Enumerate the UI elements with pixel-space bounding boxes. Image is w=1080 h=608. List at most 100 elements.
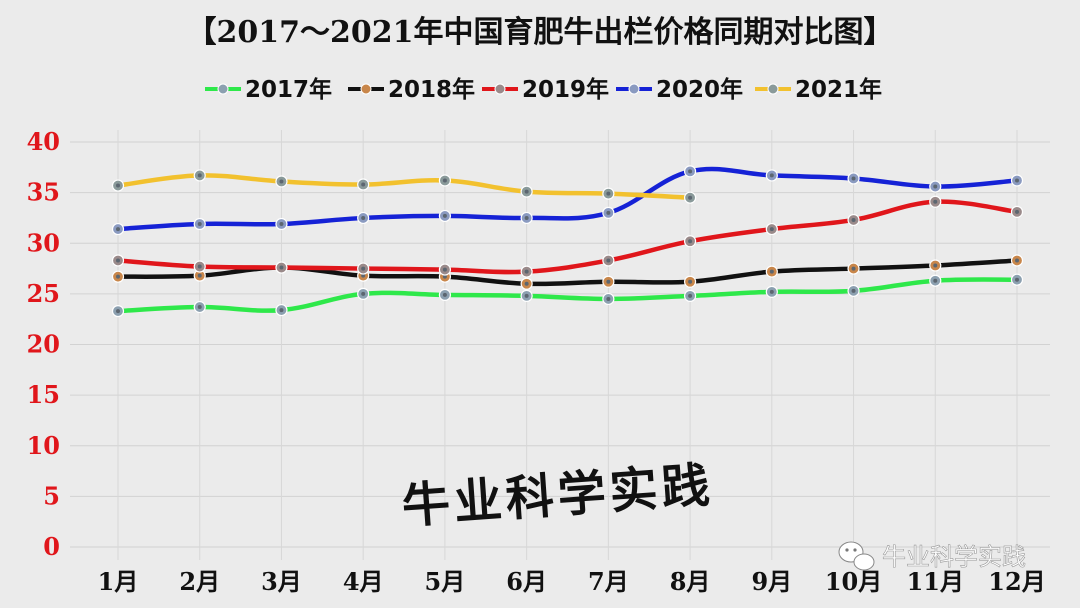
data-point-center (1015, 277, 1019, 282)
x-tick-label: 2月 (179, 567, 220, 596)
data-point-center (442, 267, 447, 272)
wechat-icon (838, 541, 875, 571)
data-point-center (279, 308, 284, 313)
series-line (115, 173, 693, 200)
data-point-center (606, 279, 611, 284)
data-point-center (606, 191, 611, 196)
legend-swatch-marker (217, 83, 229, 95)
legend: 2017年 2018年 2019年 2020年 2021年 (205, 76, 882, 103)
legend-swatch-marker (360, 83, 372, 95)
watermark-text: 牛业科学实践 (882, 543, 1026, 571)
x-axis: 1月 2月 3月 4月 5月 6月 7月 8月 9月 10月 11月 12月 (98, 567, 1046, 596)
x-tick-label: 8月 (670, 567, 711, 596)
data-point-center (197, 305, 202, 310)
x-tick-label: 12月 (988, 567, 1045, 596)
y-tick-label: 25 (27, 279, 60, 308)
x-tick-label: 3月 (261, 567, 302, 596)
series-line (115, 199, 1020, 275)
data-point-center (606, 210, 611, 215)
data-point-center (116, 309, 120, 314)
data-point-center (361, 273, 366, 278)
legend-label: 2018年 (388, 76, 475, 103)
data-point-center (116, 227, 120, 232)
data-point-center (688, 195, 693, 200)
y-tick-label: 10 (27, 431, 60, 460)
series-lines (111, 165, 1024, 318)
data-point-center (442, 274, 447, 279)
y-tick-label: 40 (27, 127, 60, 156)
watermark: 牛业科学实践 (838, 541, 1026, 571)
data-point-center (1015, 178, 1019, 183)
data-point-center (197, 222, 202, 227)
data-point-center (1015, 258, 1019, 263)
data-point-center (851, 217, 856, 222)
series-2017年 (111, 273, 1024, 318)
y-tick-label: 15 (27, 380, 60, 409)
y-tick-label: 0 (43, 532, 60, 561)
data-point-center (769, 289, 774, 294)
data-point-center (197, 273, 202, 278)
data-point-center (769, 173, 774, 178)
x-tick-label: 9月 (751, 567, 792, 596)
y-axis: 0 5 10 15 20 25 30 35 40 (27, 127, 60, 561)
data-point-center (361, 291, 366, 296)
data-point-center (197, 173, 202, 178)
data-point-center (524, 281, 529, 286)
data-point-center (361, 182, 366, 187)
data-point-center (524, 269, 529, 274)
data-point-center (933, 184, 938, 189)
data-point-center (442, 292, 447, 297)
x-tick-label: 6月 (506, 567, 547, 596)
data-point-center (524, 293, 529, 298)
data-point-center (279, 179, 284, 184)
gridlines (70, 130, 1050, 560)
data-point-center (442, 178, 447, 183)
y-tick-label: 30 (27, 228, 60, 257)
data-point-center (116, 274, 120, 279)
legend-item: 2020年 (616, 76, 743, 103)
legend-label: 2021年 (795, 76, 882, 103)
legend-item: 2019年 (482, 76, 609, 103)
legend-label: 2017年 (245, 76, 332, 103)
series-2021年 (111, 169, 697, 204)
x-tick-label: 4月 (343, 567, 384, 596)
x-tick-label: 1月 (98, 567, 139, 596)
legend-swatch-marker (494, 83, 506, 95)
data-point-center (851, 288, 856, 293)
legend-swatch-marker (767, 83, 779, 95)
data-point-center (116, 258, 120, 263)
data-point-center (1015, 209, 1019, 214)
data-point-center (442, 213, 447, 218)
series-2019年 (111, 195, 1024, 278)
data-point-center (688, 293, 693, 298)
data-point-center (933, 199, 938, 204)
data-point-center (769, 269, 774, 274)
x-tick-label: 5月 (425, 567, 466, 596)
legend-label: 2019年 (522, 76, 609, 103)
data-point-center (279, 265, 284, 270)
data-point-center (524, 189, 529, 194)
series-line (115, 277, 1020, 314)
data-point-center (851, 266, 856, 271)
x-tick-label: 10月 (825, 567, 882, 596)
data-point-center (688, 239, 693, 244)
data-point-center (606, 258, 611, 263)
y-tick-label: 20 (27, 330, 60, 359)
legend-swatch-marker (628, 83, 640, 95)
data-point-center (688, 279, 693, 284)
data-point-center (851, 176, 856, 181)
data-point-center (524, 215, 529, 220)
data-point-center (197, 264, 202, 269)
data-point-center (116, 183, 120, 188)
chart-title: 【2017～2021年中国育肥牛出栏价格同期对比图】 (187, 15, 894, 50)
data-point-center (606, 296, 611, 301)
data-point-center (279, 222, 284, 227)
data-point-center (933, 278, 938, 283)
data-point-center (361, 266, 366, 271)
y-tick-label: 5 (43, 481, 60, 510)
legend-label: 2020年 (656, 76, 743, 103)
y-tick-label: 35 (27, 178, 60, 207)
legend-item: 2017年 (205, 76, 332, 103)
x-tick-label: 11月 (907, 567, 964, 596)
